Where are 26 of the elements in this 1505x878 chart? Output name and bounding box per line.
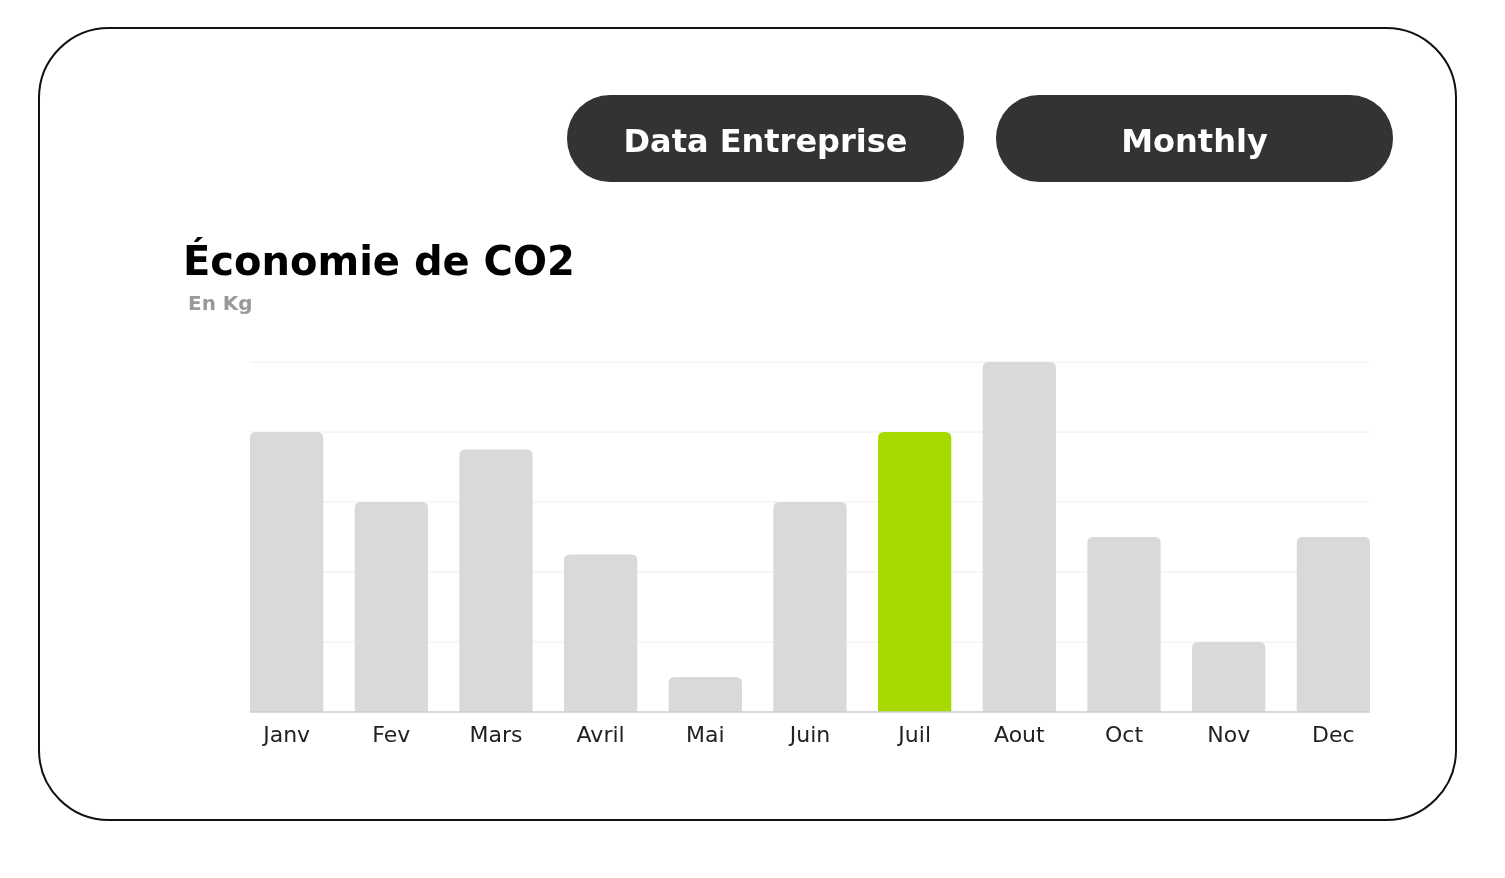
- x-tick-label: Nov: [1207, 722, 1251, 747]
- pill-button: Data Entreprise: [567, 95, 964, 182]
- x-tick-label: Dec: [1312, 722, 1355, 747]
- x-tick-label: Mars: [469, 722, 523, 747]
- bar: [564, 554, 638, 712]
- x-tick-label: Juin: [787, 722, 831, 747]
- bar: [773, 502, 847, 712]
- x-tick-label: Oct: [1105, 722, 1144, 747]
- x-tick-label: Janv: [261, 722, 311, 747]
- chart-subtitle: En Kg: [188, 291, 253, 315]
- bar: [1296, 537, 1370, 712]
- x-tick-label: Fev: [372, 722, 411, 747]
- x-tick-label: Mai: [686, 722, 725, 747]
- bar: [878, 432, 952, 712]
- bar: [668, 677, 742, 712]
- bar: [459, 449, 533, 712]
- bar: [1192, 642, 1266, 712]
- bar: [982, 362, 1056, 712]
- x-tick-label: Juil: [896, 722, 931, 747]
- x-tick-label: Aout: [993, 722, 1046, 747]
- bar: [1087, 537, 1161, 712]
- chart-title: Économie de CO2: [183, 237, 575, 284]
- bar: [354, 502, 428, 712]
- pill-button: Monthly: [996, 95, 1393, 182]
- x-tick-label: Avril: [576, 722, 625, 747]
- bar: [250, 432, 324, 712]
